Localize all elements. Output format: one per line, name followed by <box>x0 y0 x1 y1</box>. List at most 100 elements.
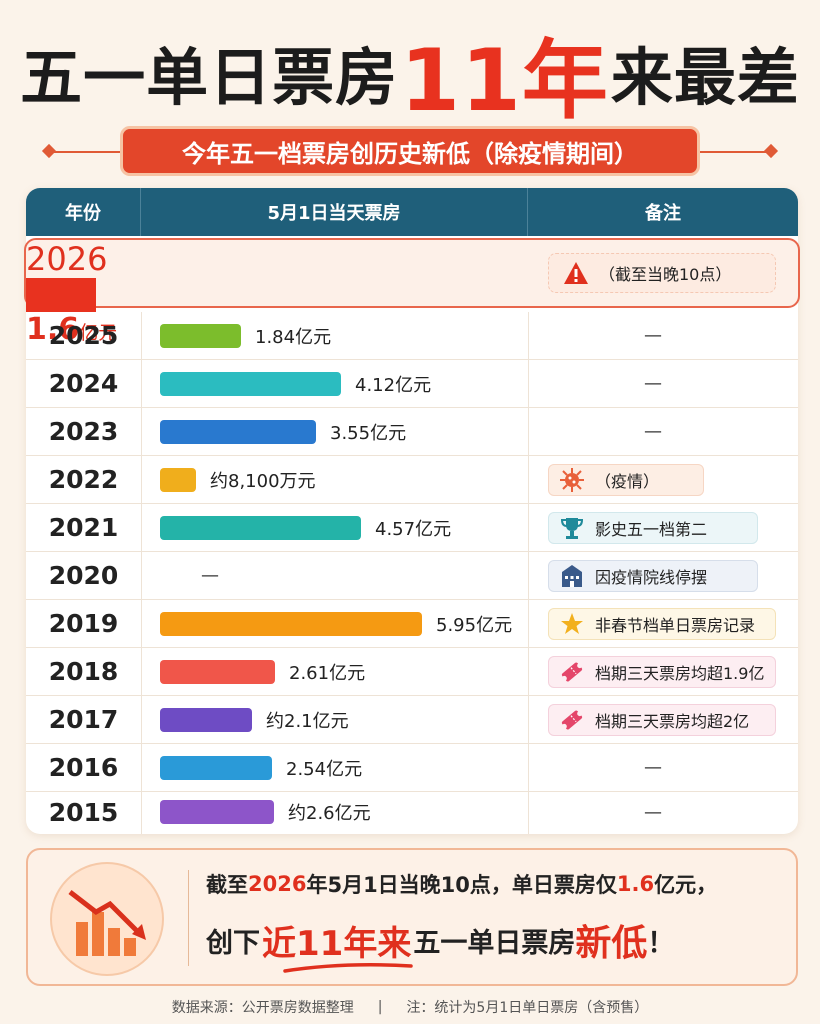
year-label: 2023 <box>48 417 119 446</box>
note-text: 因疫情院线停摆 <box>595 568 708 587</box>
subtitle-left-dot <box>41 143 57 159</box>
table-row: 2020 — 因疫情院线停摆 <box>26 552 798 600</box>
note-text: — <box>644 325 662 346</box>
column-divider <box>141 312 142 359</box>
year-label: 2021 <box>48 513 119 542</box>
box-office-value: 约8,100万元 <box>210 470 316 492</box>
note-badge: 非春节档单日票房记录 <box>548 608 776 640</box>
column-divider <box>141 790 142 834</box>
box-office-bar <box>26 278 96 312</box>
column-divider <box>528 312 529 359</box>
subtitle-text: 今年五一档票房创历史新低（除疫情期间） <box>120 126 700 176</box>
summary-highlight: 新低 <box>575 923 648 964</box>
box-office-bar <box>160 372 341 396</box>
box-office-value: 4.57亿元 <box>375 518 452 540</box>
year-label: 2026 <box>26 240 108 278</box>
column-divider <box>528 600 529 647</box>
box-office-value: 5.95亿元 <box>436 614 513 636</box>
box-office-bar <box>160 800 274 824</box>
box-office-bar <box>160 756 272 780</box>
note-badge: （截至当晚10点） <box>548 253 776 293</box>
note-text: — <box>644 801 662 823</box>
summary-box: 截至 2026 年5月1日当晚10点，单日票房仅 1.6 亿元， 创下 近11年… <box>26 848 798 986</box>
box-office-bar <box>160 324 241 348</box>
summary-text: 五一单日票房 <box>413 927 576 959</box>
decline-chart-icon <box>50 862 164 976</box>
box-office-value: 3.55亿元 <box>330 422 407 444</box>
table-row-highlight: 2026 1.6亿元 （截至当晚10点） <box>24 238 800 347</box>
title-highlight: 11年 <box>400 30 609 131</box>
subtitle-banner: 今年五一档票房创历史新低（除疫情期间） <box>41 126 779 178</box>
year-label: 2019 <box>48 609 119 638</box>
note-text: — <box>644 373 662 394</box>
box-office-value: — <box>201 565 219 586</box>
box-office-value: 4.12亿元 <box>355 374 432 396</box>
summary-divider <box>188 870 189 966</box>
title-part1: 五一单日票房 <box>20 41 399 114</box>
box-office-bar <box>160 468 196 492</box>
year-label: 2022 <box>48 465 119 494</box>
table-row: 2025 1.84亿元 — <box>26 312 798 360</box>
summary-line-2: 创下 近11年来 五一单日票房 新低 ！ <box>206 914 786 966</box>
note-badge: 档期三天票房均超1.9亿 <box>548 656 776 688</box>
building-icon <box>559 563 585 589</box>
box-office-value: 2.61亿元 <box>289 662 366 684</box>
header-year: 年份 <box>26 188 141 236</box>
column-divider <box>141 552 142 599</box>
note-text: — <box>644 421 662 442</box>
year-label: 2025 <box>48 321 119 350</box>
table-row: 2024 4.12亿元 — <box>26 360 798 408</box>
note-text: 影史五一档第二 <box>595 520 708 539</box>
note-text: （截至当晚10点） <box>599 265 732 284</box>
box-office-table: 年份 5月1日当天票房 备注 2026 1.6亿元 （截至当晚10点） 2025 1.8… <box>24 188 800 834</box>
box-office-bar <box>160 420 316 444</box>
table-row: 2018 2.61亿元 档期三天票房均超1.9亿 <box>26 648 798 696</box>
subtitle-left-line <box>50 151 120 153</box>
star-icon <box>559 611 585 637</box>
column-divider <box>141 600 142 647</box>
year-label: 2018 <box>48 657 119 686</box>
column-divider <box>141 648 142 695</box>
box-office-value: 2.54亿元 <box>286 758 363 780</box>
column-divider <box>141 744 142 791</box>
source-separator: | <box>377 999 383 1015</box>
column-divider <box>528 790 529 834</box>
note-text: 档期三天票房均超2亿 <box>595 712 750 731</box>
box-office-number: 1.6 <box>26 312 80 347</box>
column-divider <box>528 744 529 791</box>
column-divider <box>141 456 142 503</box>
table-row: 2019 5.95亿元 非春节档单日票房记录 <box>26 600 798 648</box>
column-divider <box>528 552 529 599</box>
column-divider <box>141 408 142 455</box>
virus-icon <box>559 467 585 493</box>
column-divider <box>528 456 529 503</box>
column-divider <box>528 504 529 551</box>
summary-highlight: 近11年来 <box>262 923 412 964</box>
year-label: 2020 <box>48 561 119 590</box>
column-divider <box>528 360 529 407</box>
header-note: 备注 <box>645 203 681 224</box>
page-title: 五一单日票房 11年 来最差 <box>0 22 820 131</box>
summary-line-1: 截至 2026 年5月1日当晚10点，单日票房仅 1.6 亿元， <box>206 866 786 902</box>
table-row: 2016 2.54亿元 — <box>26 744 798 792</box>
table-row: 2017 约2.1亿元 档期三天票房均超2亿 <box>26 696 798 744</box>
box-office-bar <box>160 660 275 684</box>
note-text: 档期三天票房均超1.9亿 <box>595 664 765 683</box>
year-label: 2015 <box>48 797 119 827</box>
ticket-icon <box>559 659 585 685</box>
column-divider <box>141 360 142 407</box>
warning-icon <box>563 260 589 286</box>
box-office-bar <box>160 516 361 540</box>
note-text: — <box>644 757 662 778</box>
source-left: 数据来源：公开票房数据整理 <box>171 1000 354 1016</box>
table-row: 2021 4.57亿元 影史五一档第二 <box>26 504 798 552</box>
box-office-value: 约2.6亿元 <box>288 803 371 824</box>
underline-swoosh <box>283 963 413 973</box>
note-text: （疫情） <box>595 472 660 491</box>
column-divider <box>141 696 142 743</box>
table-row: 2015 约2.6亿元 — <box>26 790 798 834</box>
subtitle-right-line <box>700 151 770 153</box>
trophy-icon <box>559 515 585 541</box>
box-office-value: 1.6亿元 <box>26 312 798 347</box>
summary-text: ！ <box>647 927 675 959</box>
